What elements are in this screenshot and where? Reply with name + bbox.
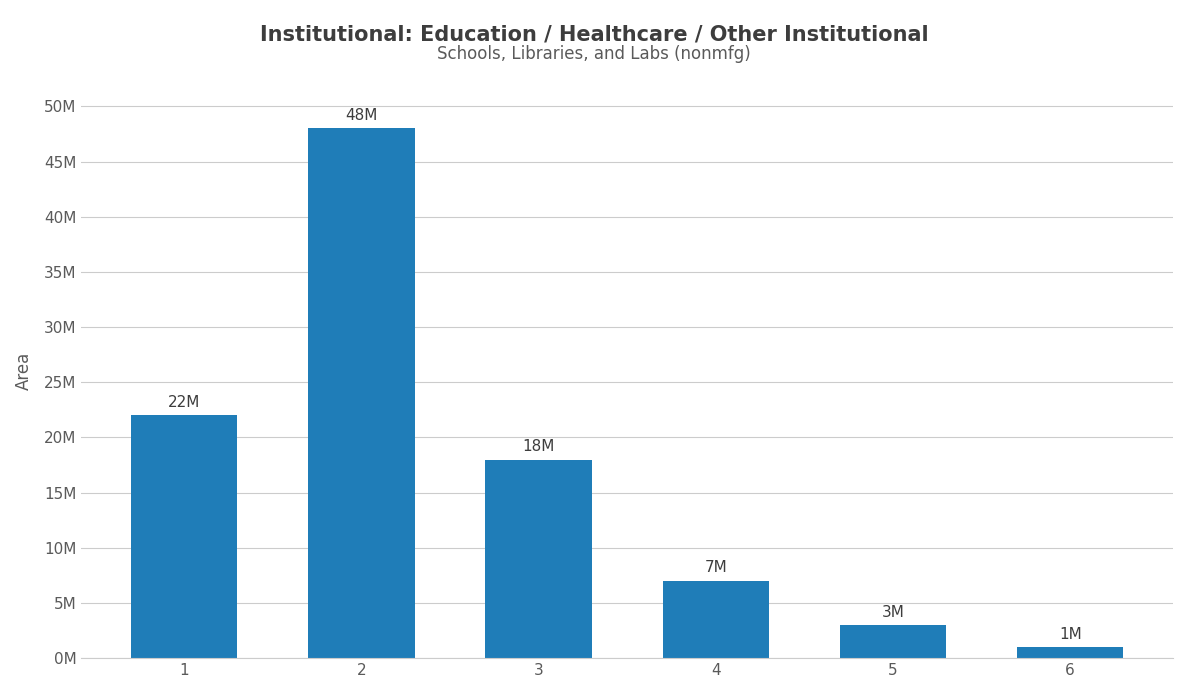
Text: Institutional: Education / Healthcare / Other Institutional: Institutional: Education / Healthcare / …	[260, 24, 928, 44]
Text: Schools, Libraries, and Labs (nonmfg): Schools, Libraries, and Labs (nonmfg)	[437, 45, 751, 63]
Text: 48M: 48M	[346, 108, 378, 123]
Text: 22M: 22M	[168, 395, 201, 410]
Text: 18M: 18M	[523, 439, 555, 454]
Bar	[663, 581, 769, 658]
Y-axis label: Area: Area	[15, 352, 33, 390]
Text: 7M: 7M	[704, 561, 727, 575]
Bar	[840, 625, 946, 658]
Text: 3M: 3M	[881, 604, 904, 620]
Bar	[486, 459, 592, 658]
Bar	[131, 415, 238, 658]
Bar	[1017, 647, 1124, 658]
Bar	[308, 128, 415, 658]
Text: 1M: 1M	[1059, 626, 1081, 642]
